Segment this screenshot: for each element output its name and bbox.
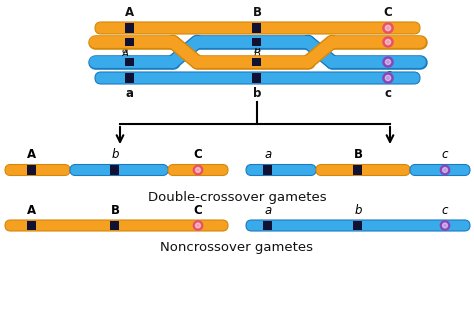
Bar xyxy=(253,58,262,66)
Circle shape xyxy=(383,57,393,67)
Circle shape xyxy=(385,75,391,81)
Circle shape xyxy=(385,59,391,65)
Bar xyxy=(264,165,273,175)
Bar xyxy=(126,73,135,83)
Text: a: a xyxy=(126,87,134,100)
Text: Double-crossover gametes: Double-crossover gametes xyxy=(148,191,326,204)
FancyBboxPatch shape xyxy=(5,165,70,175)
Circle shape xyxy=(385,39,391,45)
Bar xyxy=(126,38,135,46)
Text: a: a xyxy=(264,149,272,162)
Bar xyxy=(126,58,135,66)
Text: Noncrossover gametes: Noncrossover gametes xyxy=(161,241,313,254)
Text: b: b xyxy=(254,45,260,55)
Text: B: B xyxy=(253,6,262,19)
FancyBboxPatch shape xyxy=(410,165,470,175)
Text: B: B xyxy=(254,49,261,59)
FancyBboxPatch shape xyxy=(5,220,228,231)
Bar xyxy=(110,221,119,230)
Text: C: C xyxy=(384,25,392,35)
Text: b: b xyxy=(111,149,119,162)
Circle shape xyxy=(193,165,203,175)
Text: C: C xyxy=(383,6,392,19)
Circle shape xyxy=(440,221,450,230)
FancyBboxPatch shape xyxy=(70,165,168,175)
Text: C: C xyxy=(193,204,202,217)
Text: c: c xyxy=(385,69,391,79)
Text: C: C xyxy=(193,149,202,162)
Bar xyxy=(253,38,262,46)
Bar xyxy=(110,165,119,175)
FancyBboxPatch shape xyxy=(316,165,410,175)
Circle shape xyxy=(383,37,393,47)
Bar xyxy=(253,73,262,83)
Text: b: b xyxy=(253,87,261,100)
Circle shape xyxy=(443,223,447,228)
Circle shape xyxy=(443,167,447,172)
Circle shape xyxy=(440,165,450,175)
Text: a: a xyxy=(122,45,128,55)
Text: b: b xyxy=(354,204,362,217)
Bar xyxy=(354,165,363,175)
Text: A: A xyxy=(121,49,128,59)
Circle shape xyxy=(195,223,201,228)
Bar xyxy=(354,221,363,230)
Circle shape xyxy=(383,23,393,33)
Bar xyxy=(27,221,36,230)
Circle shape xyxy=(383,73,393,83)
FancyBboxPatch shape xyxy=(246,165,316,175)
FancyBboxPatch shape xyxy=(95,72,420,84)
Text: B: B xyxy=(110,204,119,217)
Circle shape xyxy=(193,221,203,230)
Text: c: c xyxy=(442,204,448,217)
FancyBboxPatch shape xyxy=(95,22,420,34)
Text: a: a xyxy=(264,204,272,217)
Bar xyxy=(27,165,36,175)
Text: A: A xyxy=(126,6,135,19)
Circle shape xyxy=(385,25,391,31)
Bar xyxy=(126,23,135,33)
Circle shape xyxy=(195,167,201,172)
Text: A: A xyxy=(27,149,36,162)
Bar xyxy=(253,23,262,33)
FancyBboxPatch shape xyxy=(168,165,228,175)
Text: B: B xyxy=(354,149,363,162)
FancyBboxPatch shape xyxy=(246,220,470,231)
Text: c: c xyxy=(442,149,448,162)
Bar xyxy=(264,221,273,230)
Text: c: c xyxy=(384,87,392,100)
Text: A: A xyxy=(27,204,36,217)
